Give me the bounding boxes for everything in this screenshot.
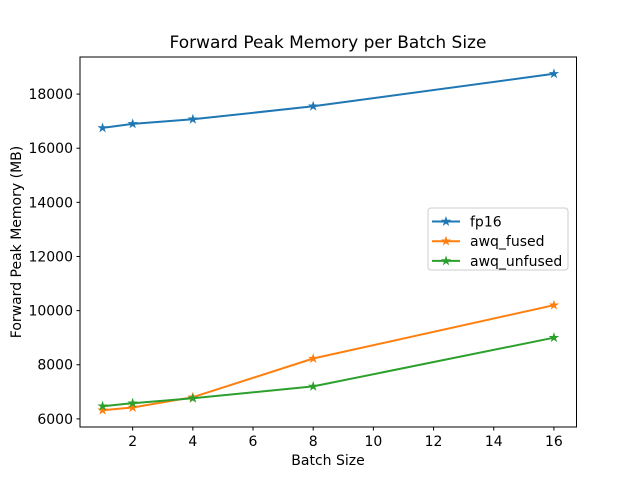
legend-awq_fused-marker	[440, 235, 452, 246]
awq_unfused-marker	[548, 332, 560, 343]
legend: fp16 awq_fused awq_unfused	[427, 207, 569, 271]
y-tick-label: 12000	[28, 249, 73, 265]
x-tick-label: 6	[249, 434, 258, 450]
legend-fp16-label: fp16	[470, 215, 502, 231]
awq_fused-marker	[307, 353, 319, 363]
y-tick-label: 18000	[28, 87, 73, 103]
y-tick-label: 6000	[37, 412, 73, 428]
y-axis-label: Forward Peak Memory (MB)	[9, 146, 25, 338]
awq_fused-marker	[127, 402, 138, 412]
awq_unfused-marker	[127, 397, 138, 408]
legend-box	[427, 207, 569, 271]
legend-awq_fused-label: awq_fused	[470, 234, 545, 250]
chart-title: Forward Peak Memory per Batch Size	[170, 33, 487, 53]
x-tick-label: 4	[188, 434, 197, 450]
awq_unfused-marker	[307, 380, 319, 391]
fp16-marker	[548, 68, 560, 79]
awq_unfused-marker	[97, 400, 108, 411]
x-tick-label: 12	[425, 434, 443, 450]
legend-fp16-marker	[440, 216, 452, 226]
legend-awq_unfused-label: awq_unfused	[470, 254, 562, 270]
awq_unfused-line	[101, 336, 555, 408]
fp16-marker	[127, 118, 138, 129]
x-tick-label: 8	[309, 434, 318, 450]
fp16-line	[101, 72, 555, 129]
fp16-marker	[307, 100, 319, 111]
axes-layer: 2 4 6 8 10 12 14 16 6000 8000 10000 12000 14000 16000…	[28, 56, 577, 450]
fp16-marker	[97, 122, 108, 133]
awq_fused-line	[101, 304, 555, 412]
y-tick-label: 10000	[28, 304, 73, 320]
x-tick-label: 2	[128, 434, 137, 450]
fp16-marker	[187, 113, 199, 124]
x-tick-label: 10	[364, 434, 382, 450]
plot-border	[79, 56, 577, 428]
x-tick-label: 16	[545, 434, 563, 450]
legend-awq_unfused-marker	[440, 255, 452, 266]
y-tick-label: 16000	[28, 141, 73, 157]
awq_fused-marker	[548, 299, 560, 310]
x-axis-label: Batch Size	[291, 453, 364, 469]
x-tick-label: 14	[485, 434, 503, 450]
y-tick-label: 8000	[37, 358, 73, 374]
awq_unfused-marker	[187, 392, 199, 403]
y-tick-label: 14000	[28, 195, 73, 211]
awq_fused-marker	[97, 404, 108, 415]
series-layer	[97, 68, 560, 415]
